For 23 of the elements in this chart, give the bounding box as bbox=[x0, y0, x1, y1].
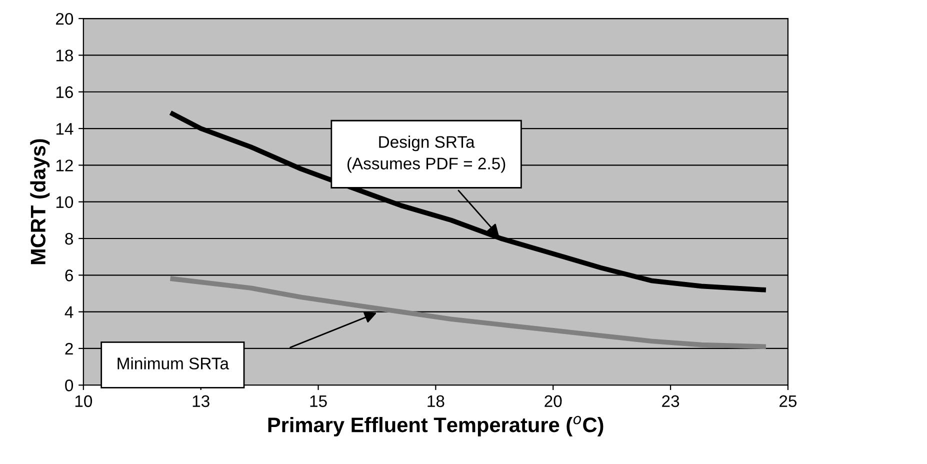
y-tick-label: 8 bbox=[65, 232, 73, 245]
x-tick-label: 23 bbox=[662, 395, 680, 408]
x-tick-label: 20 bbox=[544, 395, 562, 408]
y-tick-label: 12 bbox=[56, 160, 73, 172]
y-tick-label: 6 bbox=[65, 270, 73, 282]
y-axis-title: MCRT (days) bbox=[30, 139, 50, 264]
x-axis-title: Primary Effluent Temperature ($^{o}$C) bbox=[268, 416, 604, 436]
y-tick-label: 16 bbox=[56, 86, 73, 98]
y-tick-label: 14 bbox=[56, 123, 74, 135]
y-tick-label: 2 bbox=[65, 342, 73, 355]
annotation: Design SRTa (Assumes PDF = 2.5) bbox=[347, 136, 506, 173]
x-tick-label: 13 bbox=[192, 395, 210, 408]
x-tick-label: 25 bbox=[780, 395, 797, 408]
annotation: Minimum SRTa bbox=[118, 357, 230, 370]
y-tick-label: 20 bbox=[56, 12, 74, 25]
line-series bbox=[170, 276, 766, 350]
y-tick-label: 10 bbox=[56, 196, 74, 208]
x-tick-label: 18 bbox=[428, 395, 444, 408]
x-tick-label: 15 bbox=[310, 395, 327, 408]
y-tick-label: 4 bbox=[64, 306, 74, 318]
x-tick-label: 10 bbox=[75, 395, 92, 408]
y-tick-label: 0 bbox=[65, 380, 74, 392]
y-tick-label: 18 bbox=[56, 50, 73, 62]
